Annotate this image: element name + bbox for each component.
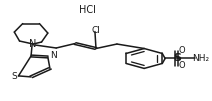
Text: S: S <box>174 53 182 63</box>
Text: HCl: HCl <box>79 5 96 15</box>
Text: S: S <box>11 72 17 81</box>
Text: N: N <box>50 52 57 60</box>
Text: O: O <box>178 46 185 55</box>
Text: NH₂: NH₂ <box>192 54 209 63</box>
Text: Cl: Cl <box>92 26 100 35</box>
Text: N: N <box>29 38 37 48</box>
Text: O: O <box>178 61 185 70</box>
